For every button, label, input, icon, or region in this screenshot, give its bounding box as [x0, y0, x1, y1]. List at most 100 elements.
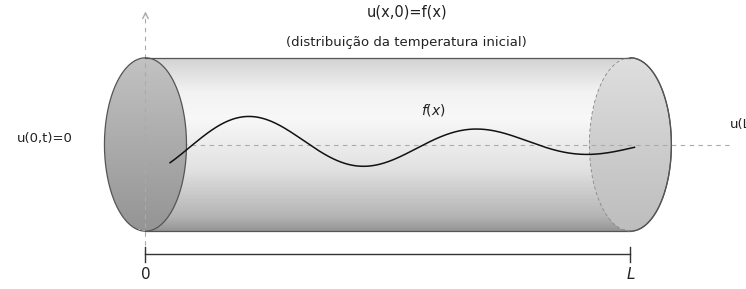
Bar — [140, 229, 151, 230]
Bar — [145, 76, 630, 77]
Bar — [145, 155, 630, 156]
Bar — [145, 109, 630, 110]
Bar — [145, 143, 630, 144]
Bar — [125, 219, 166, 220]
Bar — [589, 141, 671, 142]
Bar — [614, 223, 647, 224]
Bar — [107, 175, 184, 176]
Bar — [589, 137, 671, 138]
Bar — [604, 77, 656, 78]
Bar — [591, 165, 670, 166]
Bar — [595, 98, 665, 99]
Bar — [145, 186, 630, 187]
Bar — [145, 148, 630, 149]
Bar — [608, 71, 653, 72]
Bar — [104, 140, 186, 141]
Bar — [601, 204, 659, 205]
Bar — [145, 168, 630, 169]
Bar — [592, 177, 668, 178]
Bar — [145, 176, 630, 177]
Bar — [589, 136, 671, 137]
Bar — [121, 74, 170, 75]
Bar — [145, 217, 630, 218]
Bar — [145, 158, 630, 159]
Bar — [145, 163, 630, 164]
Bar — [145, 173, 630, 174]
Bar — [145, 220, 630, 221]
Bar — [109, 184, 182, 185]
Bar — [145, 218, 630, 219]
Bar — [145, 185, 630, 186]
Bar — [592, 173, 669, 174]
Bar — [111, 192, 180, 193]
Bar — [108, 108, 183, 109]
Bar — [110, 102, 181, 103]
Bar — [598, 91, 663, 92]
Bar — [145, 94, 630, 95]
Bar — [116, 83, 175, 84]
Bar — [593, 107, 668, 108]
Bar — [145, 170, 630, 171]
Bar — [593, 109, 668, 110]
Bar — [131, 225, 160, 226]
Bar — [594, 103, 667, 104]
Bar — [590, 157, 671, 158]
Bar — [106, 123, 185, 124]
Bar — [591, 169, 670, 170]
Bar — [599, 199, 662, 200]
Bar — [595, 187, 666, 188]
Bar — [145, 135, 630, 136]
Bar — [113, 198, 178, 199]
Text: u(0,t)=0: u(0,t)=0 — [17, 132, 72, 145]
Bar — [119, 78, 172, 79]
Bar — [104, 144, 186, 145]
Bar — [618, 61, 643, 62]
Bar — [110, 100, 181, 101]
Bar — [595, 102, 666, 103]
Bar — [590, 129, 671, 130]
Bar — [145, 103, 630, 104]
Bar — [609, 69, 651, 70]
Bar — [145, 169, 630, 170]
Bar — [589, 143, 671, 144]
Bar — [104, 136, 186, 137]
Bar — [107, 111, 184, 112]
Bar — [145, 184, 630, 185]
Bar — [606, 213, 655, 214]
Bar — [113, 197, 178, 198]
Bar — [590, 126, 671, 127]
Bar — [589, 154, 671, 155]
Bar — [105, 130, 186, 131]
Bar — [594, 182, 667, 183]
Bar — [591, 167, 670, 168]
Bar — [133, 61, 158, 62]
Bar — [602, 80, 659, 81]
Bar — [145, 129, 630, 130]
Bar — [592, 112, 668, 113]
Bar — [590, 158, 671, 159]
Bar — [105, 126, 186, 127]
Bar — [597, 94, 664, 95]
Bar — [145, 201, 630, 202]
Bar — [145, 151, 630, 152]
Bar — [605, 75, 656, 76]
Bar — [115, 202, 176, 203]
Bar — [108, 181, 183, 182]
Bar — [107, 171, 184, 172]
Bar — [145, 72, 630, 73]
Bar — [589, 142, 671, 143]
Bar — [145, 117, 630, 118]
Bar — [607, 72, 653, 73]
Bar — [595, 100, 666, 101]
Bar — [145, 189, 630, 190]
Bar — [145, 79, 630, 80]
Bar — [145, 97, 630, 98]
Bar — [104, 132, 186, 133]
Bar — [601, 85, 660, 86]
Bar — [604, 78, 657, 79]
Bar — [145, 222, 630, 223]
Bar — [593, 180, 668, 181]
Bar — [592, 176, 668, 177]
Bar — [126, 220, 165, 221]
Bar — [145, 197, 630, 198]
